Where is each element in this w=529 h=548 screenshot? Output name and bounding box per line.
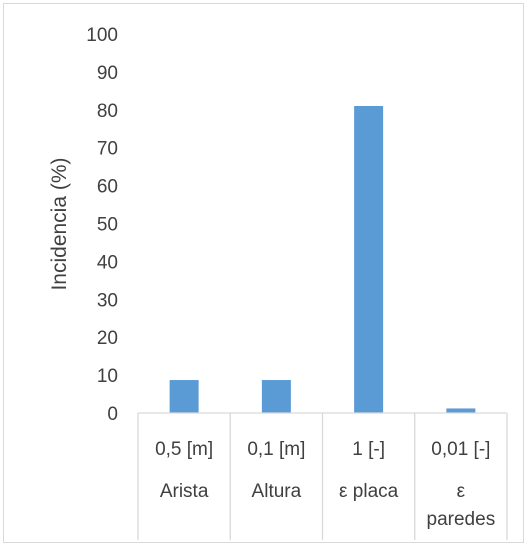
y-axis-title: Incidencia (%)	[48, 157, 71, 290]
y-tick-label: 50	[97, 215, 118, 236]
bar	[261, 380, 291, 413]
y-tick-label: 30	[97, 290, 118, 311]
y-tick-label: 0	[107, 404, 118, 425]
bar	[354, 106, 384, 413]
y-tick-label: 60	[97, 177, 118, 198]
y-tick-label: 100	[86, 25, 118, 46]
chart-frame	[3, 3, 524, 543]
y-tick-label: 70	[97, 139, 118, 160]
x-tick-label: 0,5 [m]	[155, 439, 213, 460]
y-tick-label: 90	[97, 63, 118, 84]
x-group-label: ε	[457, 481, 466, 502]
bars	[169, 106, 476, 413]
x-tick-label: 0,1 [m]	[247, 439, 305, 460]
x-axis	[137, 412, 508, 540]
x-group-label: Altura	[252, 481, 302, 502]
bar	[169, 380, 199, 413]
y-tick-label: 10	[97, 366, 118, 387]
x-tick-label: 1 [-]	[352, 439, 385, 460]
y-axis-ticks: 0 10 20 30 40 50 60 70 80 90 100	[86, 25, 118, 425]
x-axis-labels: 0,5 [m] Arista 0,1 [m] Altura 1 [-] ε placa 0,…	[155, 439, 495, 530]
y-tick-label: 80	[97, 101, 118, 122]
x-group-label: Arista	[160, 481, 209, 502]
x-group-label: ε placa	[339, 481, 399, 502]
bar	[446, 408, 476, 413]
y-tick-label: 40	[97, 252, 118, 273]
x-tick-label: 0,01 [-]	[431, 439, 490, 460]
x-group-label: paredes	[427, 509, 496, 530]
y-tick-label: 20	[97, 328, 118, 349]
